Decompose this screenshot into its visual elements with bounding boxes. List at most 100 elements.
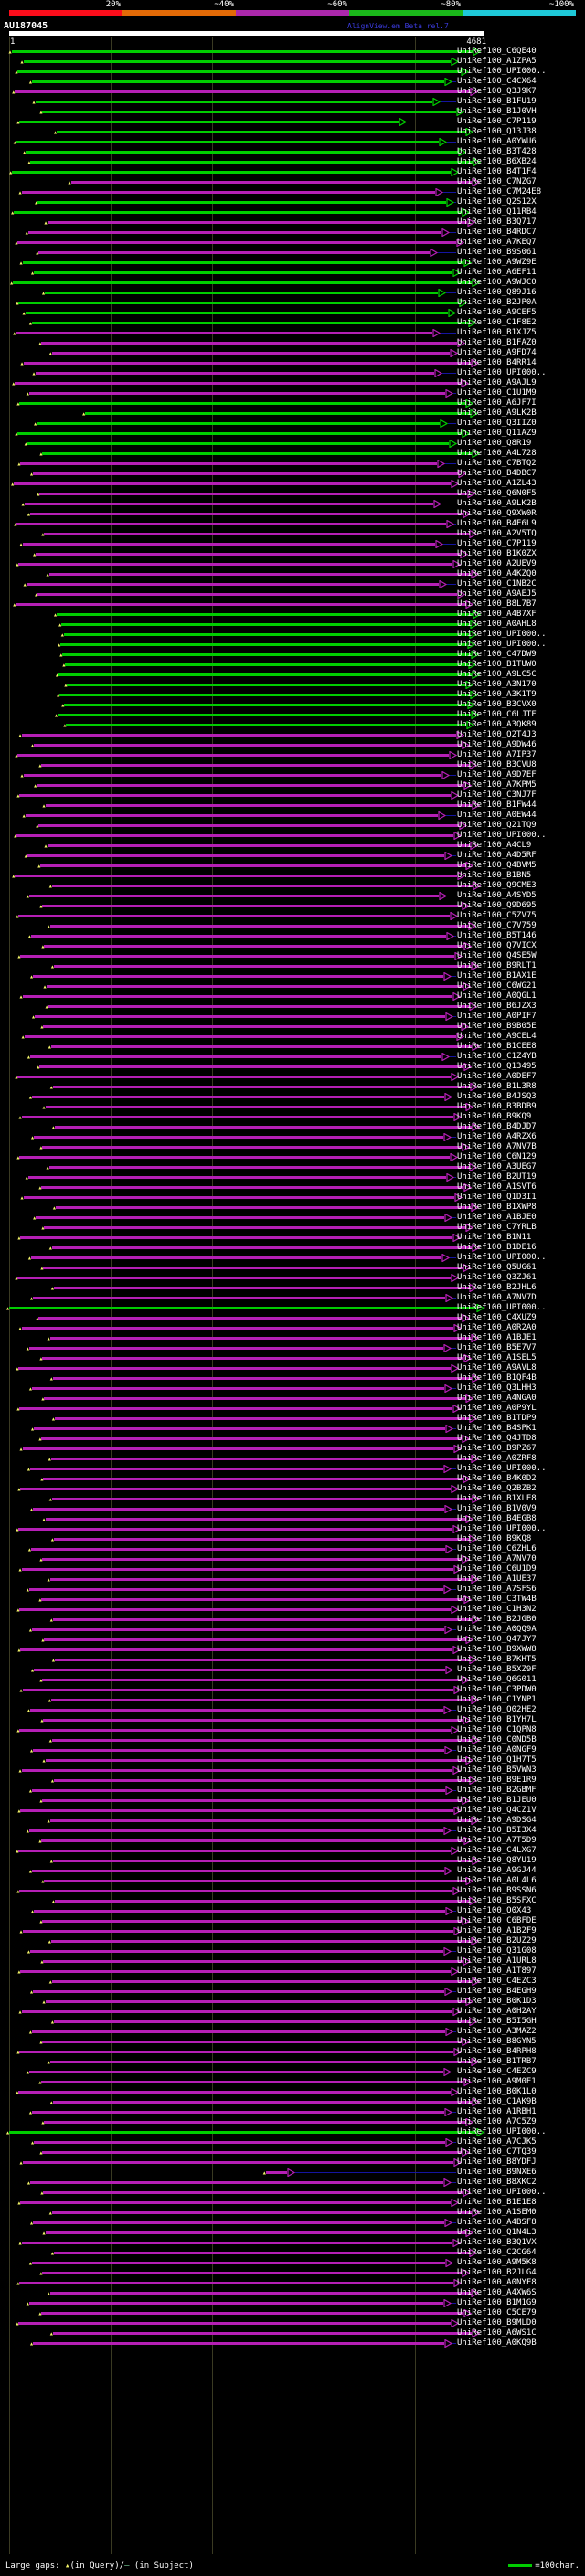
hit-row[interactable]: ▴ UniRef100_B4DJD7 [0,1122,585,1132]
subject-id-label[interactable]: UniRef100_B3CVU8 [457,760,537,769]
hsp-bar[interactable] [43,1719,463,1722]
hit-row[interactable]: ▴ UniRef100_C6ZHL6 [0,1544,585,1554]
hit-row[interactable]: ▴ UniRef100_B1YH7L [0,1715,585,1725]
subject-id-label[interactable]: UniRef100_Q9D695 [457,901,537,910]
subject-id-label[interactable]: UniRef100_B4DBC7 [457,469,537,478]
subject-id-label[interactable]: UniRef100_A1RBH1 [457,2107,537,2116]
subject-id-label[interactable]: UniRef100_A4BSF8 [457,2218,537,2227]
hit-row[interactable]: ▴ UniRef100_B2UT19 [0,1172,585,1182]
hit-row[interactable]: ▴ UniRef100_B8XKC2 [0,2178,585,2188]
hsp-bar[interactable] [20,955,455,958]
subject-id-label[interactable]: UniRef100_B1FU19 [457,97,537,106]
hsp-bar[interactable] [43,1267,463,1269]
hit-row[interactable]: ▴ UniRef100_C7V759 [0,921,585,931]
hit-row[interactable]: ▴ UniRef100_A9M5K8 [0,2258,585,2268]
hsp-bar[interactable] [45,1518,465,1521]
hit-row[interactable]: ▴ UniRef100_B4EGB8 [0,1514,585,1524]
hsp-bar[interactable] [33,2221,444,2224]
hsp-bar[interactable] [22,543,436,546]
hsp-bar[interactable] [20,1236,452,1239]
hsp-bar[interactable] [19,794,452,797]
subject-id-label[interactable]: UniRef100_C1U1M9 [457,388,537,398]
subject-id-label[interactable]: UniRef100_A4D5RF [457,851,537,860]
hit-row[interactable]: ▴ UniRef100_B3Q1VX [0,2238,585,2248]
hit-row[interactable]: ▴ UniRef100_B5VWN3 [0,1765,585,1776]
subject-id-label[interactable]: UniRef100_A3N170 [457,680,537,689]
subject-id-label[interactable]: UniRef100_A0NGF9 [457,1745,537,1754]
subject-id-label[interactable]: UniRef100_A9WZ9E [457,258,537,267]
hit-row[interactable]: ▴ UniRef100_A7SFS6 [0,1585,585,1595]
hsp-bar[interactable] [24,1035,456,1038]
hsp-bar[interactable] [43,1025,461,1028]
subject-id-label[interactable]: UniRef100_C5CE79 [457,2308,537,2317]
hit-row[interactable]: ▴ UniRef100_C0ND5B [0,1735,585,1745]
hit-row[interactable]: ▴ UniRef100_A1BJE1 [0,1333,585,1343]
hit-row[interactable]: ▴ UniRef100_A1T897 [0,1966,585,1977]
hit-row[interactable]: ▴ UniRef100_B5E7V7 [0,1343,585,1353]
hit-row[interactable]: ▴ UniRef100_UPI000.. [0,67,585,77]
subject-id-label[interactable]: UniRef100_A1URL8 [457,1956,537,1966]
hsp-bar[interactable] [34,1136,443,1139]
hit-row[interactable]: ▴ UniRef100_C1AK9B [0,2097,585,2107]
hsp-bar[interactable] [19,1608,452,1611]
hsp-bar[interactable] [42,2272,463,2274]
subject-id-label[interactable]: UniRef100_A2V5TQ [457,529,537,538]
hsp-bar[interactable] [21,1769,452,1772]
hsp-bar[interactable] [19,402,465,405]
hsp-bar[interactable] [42,1146,463,1149]
hit-row[interactable]: ▴ UniRef100_B9XWW8 [0,1645,585,1655]
hsp-bar[interactable] [70,181,472,184]
hit-row[interactable]: ▴ UniRef100_A9CEF5 [0,308,585,318]
hsp-bar[interactable] [51,1980,472,1983]
hit-row[interactable]: ▴ UniRef100_C4XUZ9 [0,1313,585,1323]
hit-row[interactable]: ▴ UniRef100_UPI000.. [0,1464,585,1474]
hsp-bar[interactable] [50,1940,471,1943]
hsp-bar[interactable] [31,1628,444,1631]
hsp-bar[interactable] [50,1699,471,1701]
hsp-bar[interactable] [265,2171,287,2174]
hsp-bar[interactable] [54,1900,469,1903]
hit-row[interactable]: ▴ UniRef100_A9D7EF [0,770,585,780]
subject-id-label[interactable]: UniRef100_B1BN5 [457,871,532,880]
subject-id-label[interactable]: UniRef100_B1L3R8 [457,1082,537,1091]
subject-id-label[interactable]: UniRef100_B1N11 [457,1233,532,1242]
hit-row[interactable]: ▴ UniRef100_B0K1D3 [0,1997,585,2007]
subject-id-label[interactable]: UniRef100_A9D7EF [457,770,537,779]
hit-row[interactable]: ▴ UniRef100_A0ZRF8 [0,1454,585,1464]
hsp-bar[interactable] [54,1417,469,1420]
hit-row[interactable]: ▴ UniRef100_A4D5RF [0,851,585,861]
hsp-bar[interactable] [41,1839,464,1842]
hit-row[interactable]: ▴ UniRef100_B9B05E [0,1022,585,1032]
hsp-bar[interactable] [23,362,471,365]
hit-row[interactable]: ▴ UniRef100_A0PIF7 [0,1012,585,1022]
hsp-bar[interactable] [42,905,463,907]
hit-row[interactable]: ▴ UniRef100_C7P119 [0,539,585,549]
hit-row[interactable]: ▴ UniRef100_Q3J9K7 [0,87,585,97]
hit-row[interactable]: ▴ UniRef100_B6XB24 [0,157,585,167]
hsp-bar[interactable] [42,2041,463,2043]
hit-row[interactable]: ▴ UniRef100_Q6N0F5 [0,489,585,499]
hit-row[interactable]: ▴ UniRef100_A3MAZ2 [0,2027,585,2037]
hit-row[interactable]: ▴ UniRef100_Q2T4J3 [0,730,585,740]
hsp-bar[interactable] [44,533,469,535]
subject-id-label[interactable]: UniRef100_B1E1E8 [457,2198,537,2207]
hit-row[interactable]: ▴ UniRef100_A0EW44 [0,811,585,821]
hit-row[interactable]: ▴ UniRef100_B1BN5 [0,871,585,881]
subject-id-label[interactable]: UniRef100_B1AX1E [457,971,537,981]
hsp-bar[interactable] [51,1246,472,1249]
hit-row[interactable]: ▴ UniRef100_C4LXG7 [0,1846,585,1856]
subject-id-label[interactable]: UniRef100_Q6G011 [457,1675,537,1684]
hit-row[interactable]: ▴ UniRef100_A9CEL4 [0,1032,585,1042]
hit-row[interactable]: ▴ UniRef100_A7CJK5 [0,2137,585,2147]
hsp-bar[interactable] [21,191,436,194]
subject-id-label[interactable]: UniRef100_C7NZG7 [457,177,537,186]
hit-row[interactable]: ▴ UniRef100_A0P9YL [0,1404,585,1414]
hit-row[interactable]: ▴ UniRef100_B8GYN5 [0,2037,585,2047]
hit-row[interactable]: ▴ UniRef100_B2UZ29 [0,1936,585,1946]
subject-id-label[interactable]: UniRef100_Q3LHH3 [457,1383,537,1393]
subject-id-label[interactable]: UniRef100_C4EZC9 [457,2067,537,2076]
hit-row[interactable]: ▴ UniRef100_A1RBH1 [0,2107,585,2117]
hsp-bar[interactable] [16,834,453,837]
subject-id-label[interactable]: UniRef100_C6WG21 [457,981,537,991]
hsp-bar[interactable] [48,1166,469,1169]
